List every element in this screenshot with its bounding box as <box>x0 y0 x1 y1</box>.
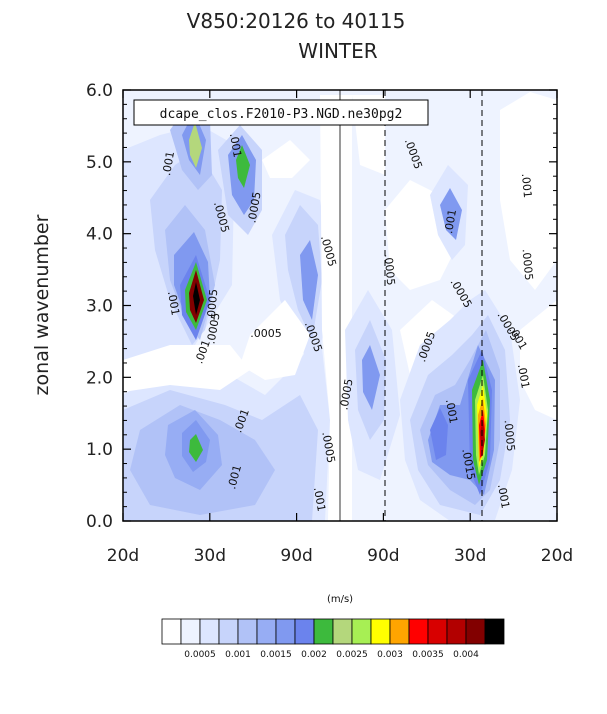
colorbar-tick-label: 0.001 <box>225 650 251 660</box>
colorbar-swatch <box>465 618 486 645</box>
contour-label: .001 <box>443 398 460 424</box>
contour-patch <box>362 345 380 410</box>
colorbar-swatch <box>351 618 372 645</box>
contour-patch <box>189 122 202 168</box>
colorbar-swatch <box>199 618 220 645</box>
contour-patch <box>500 92 557 290</box>
contour-label: .0005 <box>245 191 263 224</box>
colorbar-swatch <box>275 618 296 645</box>
colorbar-swatch <box>408 618 429 645</box>
colorbar-tick-label: 0.0025 <box>336 650 368 660</box>
colorbar-tick-label: 0.0015 <box>260 650 292 660</box>
contour-label: .001 <box>225 464 244 491</box>
contour-label: .0005 <box>520 248 536 281</box>
x-tick-label: 20d <box>541 546 573 566</box>
contour-label: .001 <box>519 173 534 199</box>
contour-patch <box>300 240 318 320</box>
colorbar: 0.0005 0.001 0.0015 0.002 0.0025 0.003 0.0035 0… <box>161 618 505 660</box>
x-tick-label: 90d <box>367 546 399 566</box>
y-axis-label: zonal wavenumber <box>31 214 53 395</box>
colorbar-tick-label: 0.0005 <box>184 650 216 660</box>
contour-label: .0005 <box>204 312 222 345</box>
contour-patch <box>189 434 203 462</box>
colorbar-swatch <box>294 618 315 645</box>
legend-box <box>133 99 429 126</box>
contour-label: .001 <box>165 290 182 316</box>
contour-patch <box>430 408 448 460</box>
contour-patch <box>236 145 250 188</box>
axes: 0.0 1.0 2.0 3.0 4.0 5.0 6.0 20d 30d 90d 90d 30d 20d <box>86 81 573 566</box>
contour-label: .0005 <box>502 419 518 452</box>
contour-label: .001 <box>227 132 244 158</box>
colorbar-swatch <box>256 618 277 645</box>
contour-label: .0005 <box>250 327 282 340</box>
x-tick-label: 20d <box>107 546 139 566</box>
contour-label: .001 <box>311 486 328 512</box>
contour-patch <box>520 300 557 420</box>
colorbar-swatch <box>180 618 201 645</box>
colorbar-swatch <box>484 618 505 645</box>
colorbar-tick-label: 0.003 <box>377 650 403 660</box>
colorbar-swatch <box>332 618 353 645</box>
chart-subtitle: WINTER <box>298 39 377 63</box>
colorbar-units: (m/s) <box>327 594 353 605</box>
colorbar-swatch <box>218 618 239 645</box>
contour-label: .001 <box>442 208 459 234</box>
contour-label: .0015 <box>459 448 477 481</box>
contour-patch <box>262 140 310 178</box>
contour-patch <box>240 300 310 380</box>
y-tick-label: 4.0 <box>86 225 113 245</box>
y-tick-label: 3.0 <box>86 297 113 317</box>
colorbar-swatch <box>237 618 258 645</box>
contour-label: .0005 <box>319 431 337 464</box>
contour-patch <box>480 420 485 456</box>
legend-text: dcape_clos.F2010-P3.NGD.ne30pg2 <box>160 107 403 122</box>
x-tick-label: 90d <box>280 546 312 566</box>
contour-label: .001 <box>160 150 177 176</box>
x-tick-label: 30d <box>194 546 226 566</box>
contour-label: .001 <box>495 483 512 509</box>
colorbar-swatch <box>427 618 448 645</box>
contour-patch <box>193 282 200 315</box>
x-tick-label: 30d <box>454 546 486 566</box>
contour-label: .0005 <box>205 288 221 321</box>
contour-patch <box>440 188 462 240</box>
colorbar-swatch <box>389 618 410 645</box>
y-tick-label: 1.0 <box>86 440 113 460</box>
colorbar-tick-label: 0.004 <box>453 650 479 660</box>
y-tick-label: 0.0 <box>86 512 113 532</box>
colorbar-swatch <box>370 618 391 645</box>
y-tick-label: 5.0 <box>86 153 113 173</box>
contour-patch <box>123 345 250 392</box>
contour-label: .0005 <box>382 253 398 286</box>
y-tick-label: 6.0 <box>86 81 113 101</box>
colorbar-swatch <box>446 618 467 645</box>
colorbar-tick-label: 0.0035 <box>412 650 444 660</box>
y-tick-label: 2.0 <box>86 368 113 388</box>
contour-label: .0005 <box>337 378 355 411</box>
colorbar-swatch <box>161 618 182 645</box>
contour-label: .001 <box>515 363 532 389</box>
colorbar-swatch <box>313 618 334 645</box>
chart-title: V850:20126 to 40115 <box>187 9 406 33</box>
colorbar-tick-label: 0.002 <box>301 650 327 660</box>
contour-patch <box>320 95 352 521</box>
